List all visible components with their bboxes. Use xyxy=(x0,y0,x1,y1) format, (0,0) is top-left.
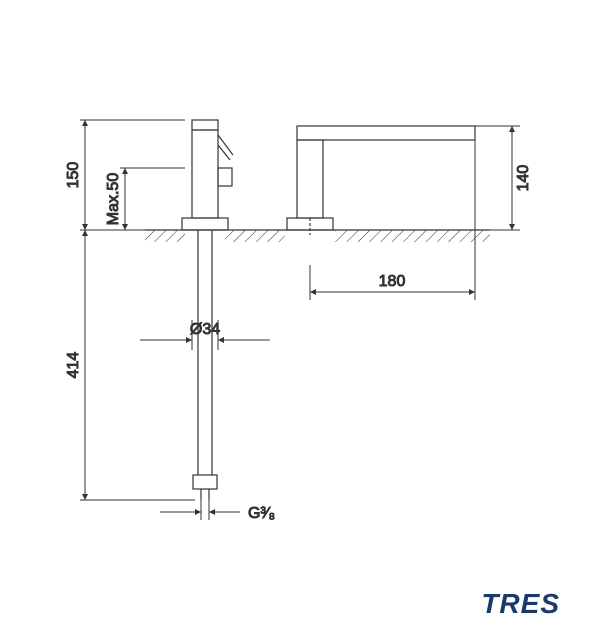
brand-logo: TRES xyxy=(481,588,560,620)
dim-150: 150 xyxy=(65,162,82,189)
dim-max50: Max.50 xyxy=(105,173,122,226)
dim-o34: Ø34 xyxy=(190,321,220,338)
dim-414: 414 xyxy=(65,352,82,379)
dim-180: 180 xyxy=(379,273,406,290)
dim-140: 140 xyxy=(515,165,532,192)
dim-g38: G³⁄₈ xyxy=(248,505,275,522)
technical-drawing: 150 Max.50 414 Ø34 G³⁄₈ 140 180 xyxy=(0,0,600,640)
